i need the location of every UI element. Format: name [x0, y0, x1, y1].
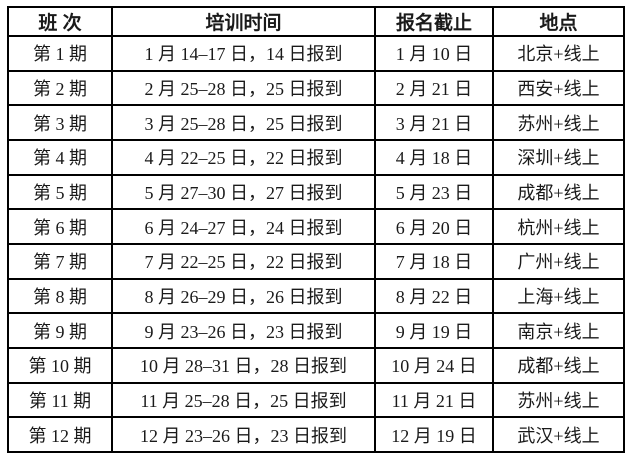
table-row: 第 8 期 8 月 26–29 日，26 日报到 8 月 22 日 上海+线上 — [7, 277, 625, 315]
cell-deadline: 12 月 19 日 — [374, 416, 494, 453]
table-row: 第 12 期 12 月 23–26 日，23 日报到 12 月 19 日 武汉+… — [7, 416, 625, 453]
cell-location: 苏州+线上 — [492, 104, 625, 141]
cell-location: 北京+线上 — [492, 35, 625, 72]
cell-session: 第 12 期 — [7, 416, 113, 453]
cell-time: 4 月 22–25 日，22 日报到 — [111, 138, 376, 176]
table-row: 第 5 期 5 月 27–30 日，27 日报到 5 月 23 日 成都+线上 — [7, 173, 625, 211]
header-session: 班 次 — [7, 6, 113, 37]
cell-deadline: 1 月 10 日 — [374, 35, 494, 72]
cell-deadline: 10 月 24 日 — [374, 346, 494, 384]
cell-session: 第 5 期 — [7, 173, 113, 211]
cell-time: 12 月 23–26 日，23 日报到 — [111, 416, 376, 453]
cell-location: 西安+线上 — [492, 69, 625, 107]
cell-session: 第 7 期 — [7, 242, 113, 280]
cell-deadline: 4 月 18 日 — [374, 138, 494, 176]
header-row: 班 次 培训时间 报名截止 地点 — [7, 6, 625, 37]
header-location: 地点 — [492, 6, 625, 37]
cell-location: 杭州+线上 — [492, 208, 625, 245]
cell-session: 第 10 期 — [7, 346, 113, 384]
cell-session: 第 3 期 — [7, 104, 113, 141]
cell-time: 7 月 22–25 日，22 日报到 — [111, 242, 376, 280]
cell-location: 深圳+线上 — [492, 138, 625, 176]
cell-location: 广州+线上 — [492, 242, 625, 280]
cell-time: 2 月 25–28 日，25 日报到 — [111, 69, 376, 107]
cell-deadline: 7 月 18 日 — [374, 242, 494, 280]
cell-deadline: 9 月 19 日 — [374, 312, 494, 349]
cell-time: 5 月 27–30 日，27 日报到 — [111, 173, 376, 211]
table-row: 第 2 期 2 月 25–28 日，25 日报到 2 月 21 日 西安+线上 — [7, 69, 625, 107]
table-row: 第 9 期 9 月 23–26 日，23 日报到 9 月 19 日 南京+线上 — [7, 312, 625, 349]
cell-deadline: 6 月 20 日 — [374, 208, 494, 245]
cell-session: 第 2 期 — [7, 69, 113, 107]
table-row: 第 6 期 6 月 24–27 日，24 日报到 6 月 20 日 杭州+线上 — [7, 208, 625, 245]
cell-location: 成都+线上 — [492, 346, 625, 384]
cell-session: 第 4 期 — [7, 138, 113, 176]
cell-time: 11 月 25–28 日，25 日报到 — [111, 381, 376, 419]
training-schedule-table: 班 次 培训时间 报名截止 地点 第 1 期 1 月 14–17 日，14 日报… — [7, 6, 625, 453]
cell-location: 南京+线上 — [492, 312, 625, 349]
table-row: 第 1 期 1 月 14–17 日，14 日报到 1 月 10 日 北京+线上 — [7, 35, 625, 72]
cell-time: 10 月 28–31 日，28 日报到 — [111, 346, 376, 384]
table-row: 第 11 期 11 月 25–28 日，25 日报到 11 月 21 日 苏州+… — [7, 381, 625, 419]
cell-deadline: 5 月 23 日 — [374, 173, 494, 211]
cell-time: 8 月 26–29 日，26 日报到 — [111, 277, 376, 315]
cell-deadline: 3 月 21 日 — [374, 104, 494, 141]
cell-time: 9 月 23–26 日，23 日报到 — [111, 312, 376, 349]
table-row: 第 4 期 4 月 22–25 日，22 日报到 4 月 18 日 深圳+线上 — [7, 138, 625, 176]
header-deadline: 报名截止 — [374, 6, 494, 37]
cell-session: 第 9 期 — [7, 312, 113, 349]
cell-session: 第 1 期 — [7, 35, 113, 72]
cell-location: 成都+线上 — [492, 173, 625, 211]
cell-location: 苏州+线上 — [492, 381, 625, 419]
cell-deadline: 11 月 21 日 — [374, 381, 494, 419]
cell-session: 第 6 期 — [7, 208, 113, 245]
header-time: 培训时间 — [111, 6, 376, 37]
cell-session: 第 8 期 — [7, 277, 113, 315]
table-row: 第 10 期 10 月 28–31 日，28 日报到 10 月 24 日 成都+… — [7, 346, 625, 384]
cell-deadline: 8 月 22 日 — [374, 277, 494, 315]
cell-session: 第 11 期 — [7, 381, 113, 419]
cell-location: 武汉+线上 — [492, 416, 625, 453]
cell-deadline: 2 月 21 日 — [374, 69, 494, 107]
table-row: 第 7 期 7 月 22–25 日，22 日报到 7 月 18 日 广州+线上 — [7, 242, 625, 280]
cell-time: 6 月 24–27 日，24 日报到 — [111, 208, 376, 245]
cell-time: 3 月 25–28 日，25 日报到 — [111, 104, 376, 141]
cell-location: 上海+线上 — [492, 277, 625, 315]
table-body: 第 1 期 1 月 14–17 日，14 日报到 1 月 10 日 北京+线上 … — [7, 35, 625, 453]
cell-time: 1 月 14–17 日，14 日报到 — [111, 35, 376, 72]
table-row: 第 3 期 3 月 25–28 日，25 日报到 3 月 21 日 苏州+线上 — [7, 104, 625, 141]
